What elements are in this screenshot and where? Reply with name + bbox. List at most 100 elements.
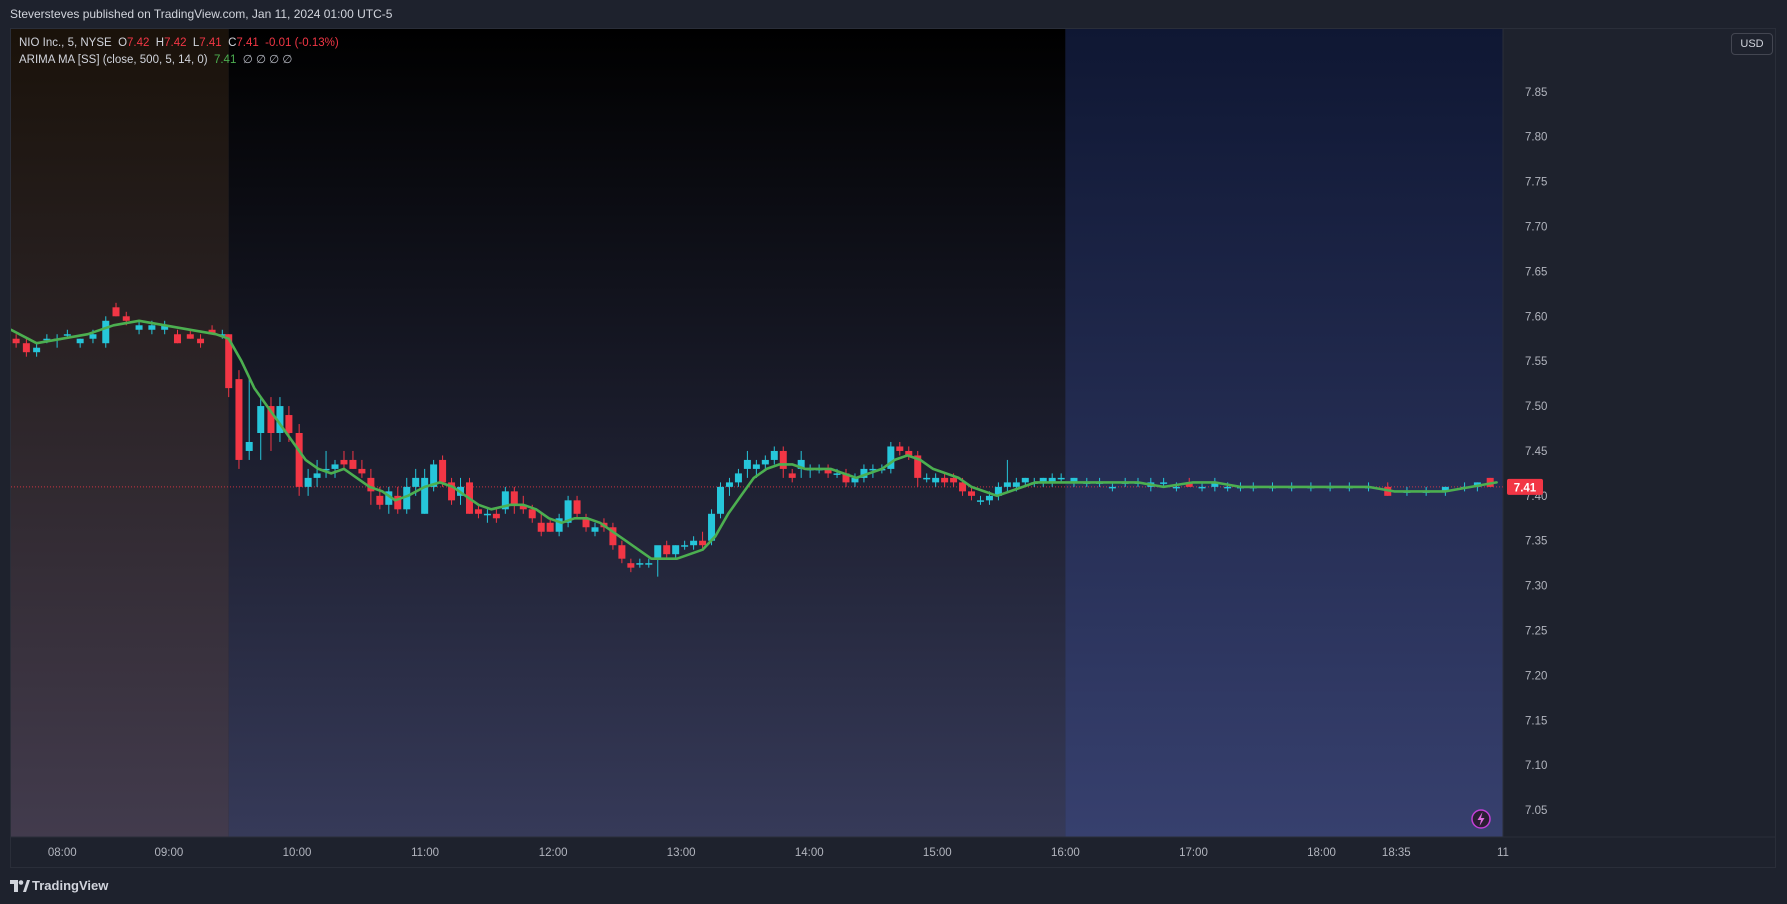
candle-body — [295, 433, 303, 487]
candle-body — [102, 320, 110, 344]
candle-body — [322, 468, 330, 471]
candle-body — [448, 482, 456, 501]
candle-body — [519, 504, 527, 510]
candle-body — [555, 518, 563, 532]
candle-body — [932, 477, 940, 483]
candle-body — [564, 500, 572, 523]
candle-body — [1185, 482, 1193, 487]
candle-body — [582, 518, 590, 528]
price-tick-label: 7.85 — [1525, 87, 1547, 99]
candle-body — [743, 459, 751, 469]
candle-body — [1003, 482, 1011, 487]
candle-body — [89, 334, 97, 339]
candle-body — [285, 415, 293, 433]
candle-body — [208, 329, 216, 335]
candle-body — [1160, 482, 1168, 484]
candle-body — [1039, 477, 1047, 483]
candle-body — [12, 338, 20, 344]
tradingview-logo-icon — [10, 880, 30, 892]
candle-body — [358, 468, 366, 474]
candle-body — [304, 477, 312, 487]
candle-body — [135, 325, 143, 330]
candle-body — [1108, 486, 1116, 489]
currency-button[interactable]: USD — [1731, 33, 1773, 55]
time-tick-label: 18:00 — [1307, 847, 1336, 859]
candle-body — [331, 464, 339, 469]
time-tick-label: 12:00 — [539, 847, 568, 859]
candle-body — [914, 455, 922, 478]
lightning-bolt-icon — [1477, 812, 1485, 826]
candle-body — [824, 468, 832, 474]
candle-body — [218, 334, 226, 336]
candle-body — [752, 464, 760, 469]
candle-body — [968, 491, 976, 496]
candle-body — [725, 482, 733, 487]
arima-ma-line — [11, 319, 1498, 561]
candle-body — [394, 495, 402, 510]
session-background-pre-market — [11, 29, 229, 837]
candle-body — [483, 513, 491, 516]
candle-body — [1070, 477, 1078, 483]
candle-body — [1057, 477, 1065, 480]
candle-body — [173, 334, 181, 344]
price-tick-label: 7.80 — [1525, 132, 1547, 144]
candle-body — [699, 540, 707, 546]
candle-body — [161, 325, 169, 330]
candle-body — [257, 406, 265, 433]
candle-body — [340, 459, 348, 465]
candle-body — [197, 338, 205, 344]
session-background-regular — [228, 29, 1066, 837]
candle-body — [690, 540, 698, 546]
candle-body — [313, 473, 321, 478]
candle-body — [1021, 477, 1029, 483]
last-price-label: 7.41 — [1514, 482, 1537, 494]
candle-body — [573, 500, 581, 514]
time-tick-label: 18:35 — [1382, 847, 1411, 859]
time-tick-label: 15:00 — [923, 847, 952, 859]
candle-body — [492, 513, 500, 519]
candle-body — [1441, 486, 1449, 492]
candle-body — [1211, 482, 1219, 487]
price-tick-label: 7.20 — [1525, 670, 1547, 682]
time-tick-label: 10:00 — [283, 847, 312, 859]
published-caption: Steversteves published on TradingView.co… — [10, 7, 393, 21]
candle-body — [905, 450, 913, 456]
candle-body — [63, 334, 71, 336]
footer-bar: TradingView — [0, 868, 1787, 904]
tradingview-brand: TradingView — [32, 878, 109, 893]
price-tick-label: 7.70 — [1525, 222, 1547, 234]
candle-body — [869, 468, 877, 471]
candle-body — [349, 459, 357, 469]
candle-body — [385, 491, 393, 505]
candle-body — [959, 482, 967, 492]
candle-body — [663, 545, 671, 555]
candle-body — [609, 527, 617, 546]
candle-body — [22, 343, 30, 353]
candle-body — [923, 477, 931, 480]
candle-body — [367, 477, 375, 492]
candle-body — [276, 406, 284, 433]
candle-body — [33, 347, 41, 353]
candle-body — [950, 477, 958, 483]
price-tick-label: 7.05 — [1525, 805, 1547, 817]
candle-body — [412, 477, 420, 487]
price-tick-label: 7.75 — [1525, 177, 1547, 189]
candle-body — [654, 545, 662, 559]
price-tick-label: 7.15 — [1525, 715, 1547, 727]
candle-body — [779, 450, 787, 469]
candle-body — [627, 563, 635, 568]
price-tick-label: 7.30 — [1525, 581, 1547, 593]
candle-body — [833, 473, 841, 475]
price-tick-label: 7.55 — [1525, 356, 1547, 368]
price-chart[interactable]: 7.057.107.157.207.257.307.357.407.457.50… — [11, 29, 1775, 867]
chart-frame[interactable]: 7.05 7.10 7.15 7.20 7.25 7.30 7.35 7.40 7.45 7.50… — [10, 28, 1776, 868]
price-axis-area — [1503, 29, 1775, 837]
time-tick-label: 13:00 — [667, 847, 696, 859]
candle-body — [439, 459, 447, 483]
price-tick-label: 7.60 — [1525, 311, 1547, 323]
candle-body — [851, 477, 859, 483]
last-price-label-bg — [1507, 478, 1543, 495]
candle-body — [1172, 486, 1180, 489]
candle-body — [717, 486, 725, 514]
session-background-post-market — [1065, 29, 1503, 837]
